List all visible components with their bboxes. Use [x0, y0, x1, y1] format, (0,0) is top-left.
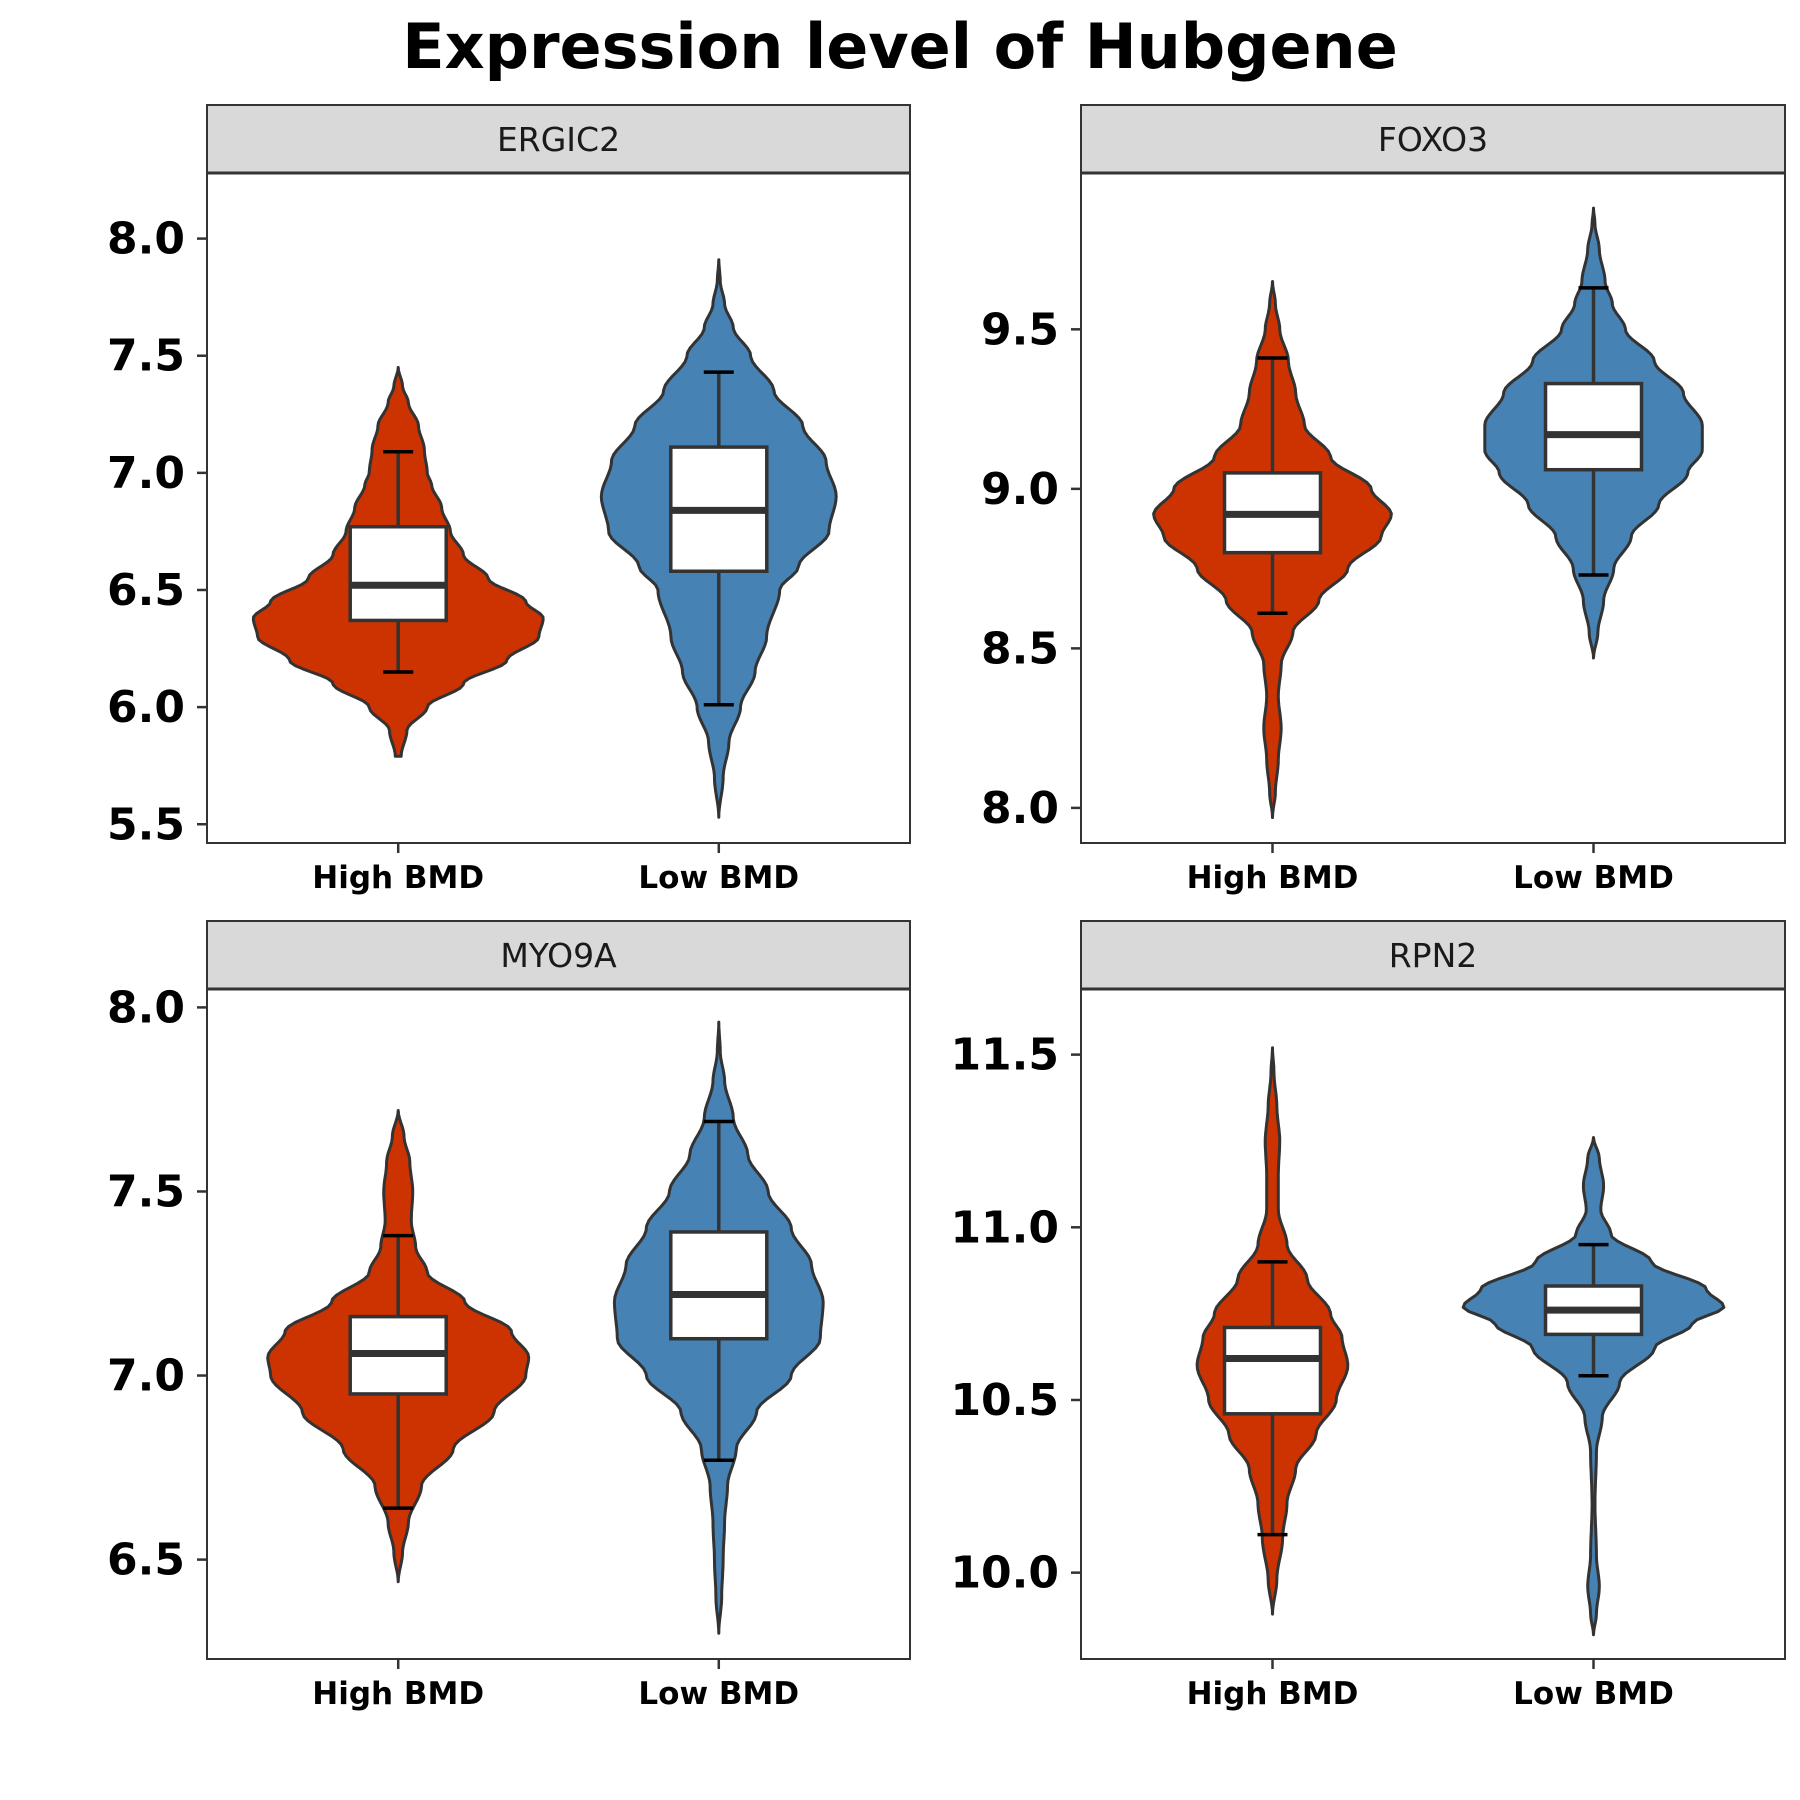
panel-foxo3: FOXO3 8.0 8.5 9.0 9.5 High BMD Low BMD [981, 104, 1786, 896]
x-tick-label: Low BMD [638, 860, 799, 896]
y-tick-label: 7.5 [107, 1166, 185, 1217]
x-tick-label: Low BMD [1513, 1676, 1674, 1712]
facet-label: RPN2 [1389, 936, 1478, 975]
y-tick-label: 8.0 [981, 783, 1059, 834]
facet-label: ERGIC2 [497, 120, 620, 159]
y-tick-label: 7.0 [107, 1351, 185, 1402]
panel-myo9a: MYO9A 6.5 7.0 7.5 8.0 High BMD Low BMD [107, 920, 911, 1712]
facet-strip [1080, 104, 1786, 174]
facet-strip [206, 920, 911, 990]
y-tick-label: 7.0 [107, 448, 185, 499]
y-tick-label: 7.5 [107, 331, 185, 382]
y-tick-label: 8.0 [107, 982, 185, 1033]
box-iqr [1222, 1325, 1323, 1416]
y-tick-label: 6.5 [107, 565, 185, 616]
y-tick-label: 8.0 [107, 214, 185, 265]
panel-ergic2: ERGIC2 5.5 6.0 6.5 7.0 7.5 8.0 High BMD Low BMD [107, 104, 911, 896]
violin-low-bmd [1461, 1136, 1726, 1637]
box-iqr [669, 1230, 769, 1341]
x-tick-label: High BMD [312, 1676, 484, 1712]
x-tick-label: High BMD [312, 860, 484, 896]
x-tick-label: Low BMD [1513, 860, 1674, 896]
panel-rpn2: RPN2 10.0 10.5 11.0 11.5 High BMD Low BMD [950, 920, 1786, 1712]
figure-title: Expression level of Hubgene [402, 10, 1398, 83]
facet-strip [1080, 920, 1786, 990]
y-tick-label: 10.0 [950, 1548, 1059, 1599]
y-tick-label: 6.5 [107, 1535, 185, 1586]
y-tick-label: 8.5 [981, 623, 1059, 674]
x-tick-label: High BMD [1187, 860, 1359, 896]
y-tick-label: 6.0 [107, 682, 185, 733]
facet-label: MYO9A [500, 936, 617, 975]
y-tick-label: 10.5 [950, 1375, 1059, 1426]
y-tick-label: 11.5 [950, 1030, 1059, 1081]
x-tick-label: Low BMD [638, 1676, 799, 1712]
box-iqr [1543, 381, 1644, 472]
y-tick-label: 9.5 [981, 304, 1059, 355]
y-tick-label: 11.0 [950, 1202, 1059, 1253]
facet-label: FOXO3 [1378, 120, 1488, 159]
y-tick-label: 9.0 [981, 464, 1059, 515]
x-tick-label: High BMD [1187, 1676, 1359, 1712]
facet-strip [206, 104, 911, 174]
y-tick-label: 5.5 [107, 799, 185, 850]
box-iqr [348, 524, 448, 623]
